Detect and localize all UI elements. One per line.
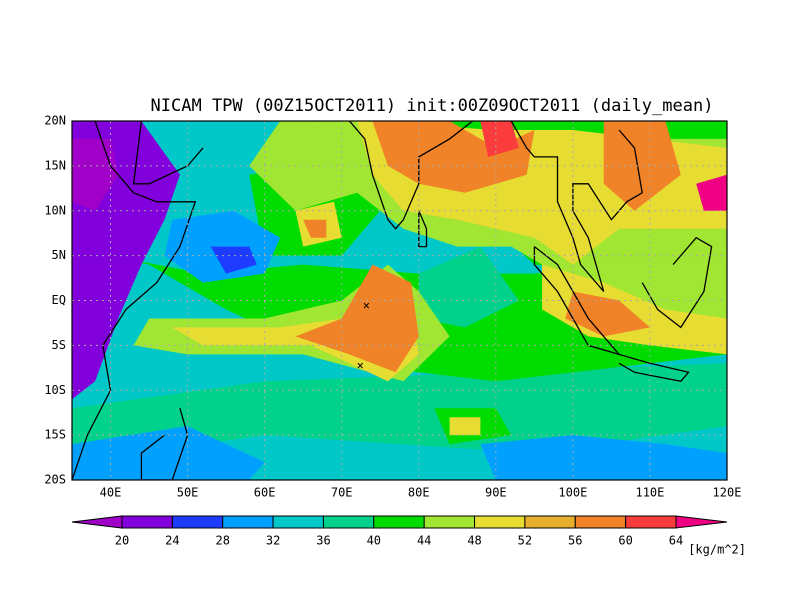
contour-region (72, 138, 119, 211)
colorbar-segment (675, 515, 728, 529)
y-tick-label: 15S (44, 428, 66, 442)
x-tick-label: 100E (558, 486, 587, 500)
contour-region (210, 246, 257, 274)
marker: × (363, 298, 370, 312)
coastline (132, 121, 204, 185)
coastline (618, 353, 690, 383)
colorbar-label: 52 (518, 534, 532, 548)
colorbar-label: 40 (367, 534, 381, 548)
colorbar-segment (474, 515, 526, 529)
x-tick-label: 60E (254, 486, 276, 500)
field (72, 121, 727, 480)
colorbar-segment (121, 515, 173, 529)
x-tick-label: 120E (713, 486, 742, 500)
coastline (510, 121, 643, 292)
colorbar-segment (524, 515, 576, 529)
contour-region (542, 264, 727, 355)
coastline (318, 121, 474, 230)
colorbar-label: 56 (568, 534, 582, 548)
y-tick-label: 5N (52, 248, 66, 262)
colorbar-segment (322, 515, 375, 529)
contour-region (449, 417, 481, 436)
contour-region (303, 219, 327, 238)
colorbar-label: 28 (216, 534, 230, 548)
colorbar-label: 60 (618, 534, 632, 548)
contour-region (72, 426, 265, 480)
x-tick-label: 80E (408, 486, 430, 500)
colorbar-segment (272, 515, 324, 529)
colorbar-segment (625, 515, 677, 529)
y-tick-label: 10N (44, 203, 66, 217)
contour-region (372, 121, 535, 193)
y-tick-label: 20N (44, 114, 66, 128)
contour-region (295, 264, 419, 373)
colorbar-unit: [kg/m^2] (688, 543, 746, 557)
colorbar-label: 32 (266, 534, 280, 548)
x-tick-label: 40E (100, 486, 122, 500)
colorbar-label: 64 (669, 534, 683, 548)
y-tick-label: EQ (52, 293, 66, 307)
coastline (140, 408, 189, 480)
coastline (418, 210, 428, 248)
colorbar-label: 36 (316, 534, 330, 548)
colorbar-segment (222, 515, 274, 529)
contour-region (480, 121, 519, 157)
map-title: NICAM TPW (00Z15OCT2011) init:00Z09OCT20… (151, 96, 714, 116)
colorbar-segment (373, 515, 425, 529)
y-tick-label: 20S (44, 473, 66, 487)
colorbar-label: 20 (115, 534, 129, 548)
colorbar-label: 44 (417, 534, 431, 548)
y-tick-label: 15N (44, 158, 66, 172)
coastline (72, 121, 197, 480)
y-tick-label: 10S (44, 383, 66, 397)
x-tick-label: 70E (331, 486, 353, 500)
contour-region (565, 291, 650, 337)
x-tick-label: 90E (485, 486, 507, 500)
contour-region (480, 435, 727, 480)
coastline (641, 236, 713, 329)
x-tick-label: 50E (177, 486, 199, 500)
plot-frame (71, 120, 728, 481)
colorbar-label: 24 (165, 534, 179, 548)
x-tick-label: 110E (635, 486, 664, 500)
overlay: 40E 50E 60E 70E 80E 90E 100E 110E 120E 20N 15N 10N 5… (44, 114, 746, 557)
contour-region (696, 174, 727, 211)
contour-region (418, 246, 519, 328)
colorbar-segment (171, 515, 224, 529)
colorbar-segment (574, 515, 627, 529)
colorbar-segment (423, 515, 476, 529)
y-tick-label: 5S (52, 338, 66, 352)
marker: × (357, 359, 364, 373)
colorbar-label: 48 (467, 534, 481, 548)
